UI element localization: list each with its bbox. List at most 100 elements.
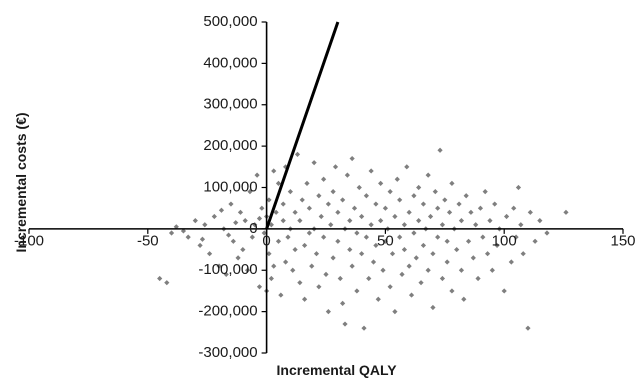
scatter-point [515,184,522,191]
scatter-point [401,246,408,253]
scatter-point [332,164,339,170]
scatter-point [432,189,438,195]
scatter-point [311,160,317,166]
scatter-point [503,213,510,220]
scatter-point [280,218,286,224]
scatter-point [387,189,393,195]
scatter-point [389,251,396,257]
scatter-point [473,222,479,228]
scatter-point [380,267,386,273]
scatter-point [237,209,244,215]
scatter-point [435,234,441,240]
tick-marks [28,21,624,354]
scatter-point [283,259,289,265]
threshold-line [265,21,340,230]
scatter-point [335,238,341,244]
scatter-point [254,172,260,178]
scatter-point [408,292,415,298]
scatter-point [206,251,213,257]
scatter-point [323,271,329,277]
scatter-point [223,271,229,277]
scatter-point [285,234,291,240]
x-tick-label: -100 [14,232,44,249]
scatter-point [387,284,393,290]
scatter-point [242,218,248,224]
scatter-point [425,267,431,273]
scatter-point [439,222,446,228]
y-axis-title: Incremental costs (€) [13,112,29,252]
scatter-point [218,207,225,213]
scatter-point [368,168,374,174]
scatter-point [321,176,327,182]
scatter-point [294,151,301,157]
x-tick-label: 0 [262,232,270,249]
scatter-point [425,172,431,178]
scatter-point [468,209,474,215]
scatter-point [373,201,379,207]
scatter-point [271,168,277,174]
scatter-point [446,209,453,215]
scatter-point [456,201,462,207]
scatter-point [325,201,331,207]
scatter-point [465,238,472,244]
scatter-point [349,155,355,162]
scatter-point [351,205,358,211]
scatter-point [354,230,360,236]
scatter-point [418,280,424,286]
scatter-point [484,251,491,257]
scatter-point [397,197,403,203]
scatter-point [416,184,422,191]
scatter-point [454,246,460,253]
scatter-point [378,180,384,186]
y-tick-label: -100,000 [198,261,257,278]
scatter-point [413,255,419,261]
scatter-point [230,238,236,244]
scatter-point [406,263,412,269]
scatter-point [337,275,343,282]
scatter-point [378,218,384,224]
x-tick-label: 100 [492,232,517,249]
scatter-point [437,147,443,153]
scatter-point [287,189,293,195]
y-tick-label: -300,000 [198,344,257,361]
scatter-point [354,288,360,294]
scatter-point [259,205,265,211]
y-tick-label: 0 [249,220,257,237]
scatter-point [411,230,417,236]
scatter-point [199,236,206,242]
scatter-point [494,242,500,249]
scatter-point [518,222,524,228]
scatter-point [411,193,417,199]
scatter-point [435,205,441,211]
scatter-point [356,184,362,191]
scatter-point [216,263,222,269]
scatter-point [297,280,303,286]
scatter-point [316,193,322,199]
scatter-point [404,164,410,170]
scatter-point [461,296,467,302]
scatter-point [280,201,286,207]
scatter-point [399,271,405,277]
data-points [157,147,569,331]
scatter-point [430,304,436,311]
scatter-point [359,213,365,220]
y-tick-labels: -300,000 -200,000 -100,000 0 100,000 200,000 3… [198,13,257,361]
scatter-point [511,205,517,211]
x-tick-labels: -100 -50 0 50 100 150 [14,232,636,249]
scatter-point [406,209,412,215]
scatter-point [349,263,355,269]
scatter-point [363,193,369,199]
scatter-point [340,300,346,306]
scatter-point [283,164,289,170]
scatter-point [420,201,427,207]
scatter-point [164,280,170,286]
scatter-point [492,201,498,207]
scatter-point [342,321,348,327]
scatter-point [340,197,346,203]
scatter-point [361,325,367,331]
scatter-point [306,230,312,236]
scatter-point [501,288,507,294]
scatter-point [292,209,298,215]
scatter-point [157,275,163,282]
scatter-point [271,263,277,269]
